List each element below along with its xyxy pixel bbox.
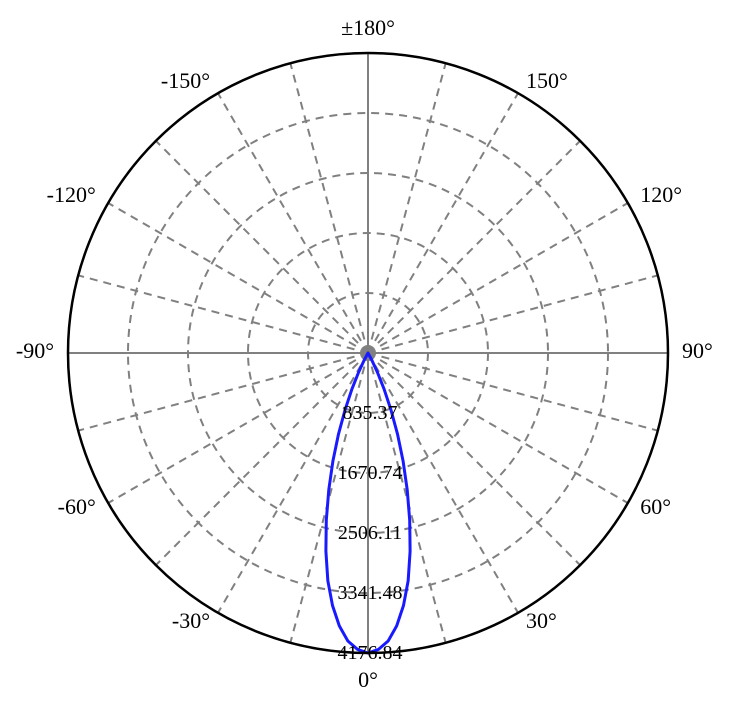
grid-spoke xyxy=(368,63,446,353)
angle-label: 120° xyxy=(640,182,682,207)
angle-label: -60° xyxy=(58,494,96,519)
grid-spoke xyxy=(368,93,518,353)
radial-labels: 835.37 1670.74 2506.11 3341.48 4176.84 xyxy=(338,402,403,664)
angle-label: -30° xyxy=(172,608,210,633)
grid-spoke xyxy=(368,203,628,353)
grid-spoke xyxy=(108,203,368,353)
grid-spoke xyxy=(368,353,658,431)
grid-spoke xyxy=(156,141,368,353)
grid-spoke xyxy=(368,275,658,353)
angle-label: 150° xyxy=(526,68,568,93)
radial-label: 4176.84 xyxy=(338,642,403,664)
angle-label: 90° xyxy=(682,338,713,363)
grid-spoke xyxy=(218,93,368,353)
radial-label: 3341.48 xyxy=(338,582,403,604)
polar-chart: ±180° 150° 120° 90° 60° 30° 0° -30° -60° -90° -120… xyxy=(0,0,737,706)
grid-spoke xyxy=(290,63,368,353)
grid-spoke xyxy=(78,353,368,431)
angle-label: 0° xyxy=(358,667,378,692)
angle-label: -150° xyxy=(161,68,210,93)
grid-spoke xyxy=(368,141,580,353)
angle-label: -120° xyxy=(47,182,96,207)
angle-label: 30° xyxy=(526,608,557,633)
radial-label: 1670.74 xyxy=(338,462,403,484)
radial-label: 835.37 xyxy=(343,402,398,424)
angle-label: -90° xyxy=(16,338,54,363)
radial-label: 2506.11 xyxy=(338,522,402,544)
grid-spoke xyxy=(78,275,368,353)
angle-label: ±180° xyxy=(341,15,395,40)
angle-label: 60° xyxy=(640,494,671,519)
grid-spoke xyxy=(156,353,368,565)
